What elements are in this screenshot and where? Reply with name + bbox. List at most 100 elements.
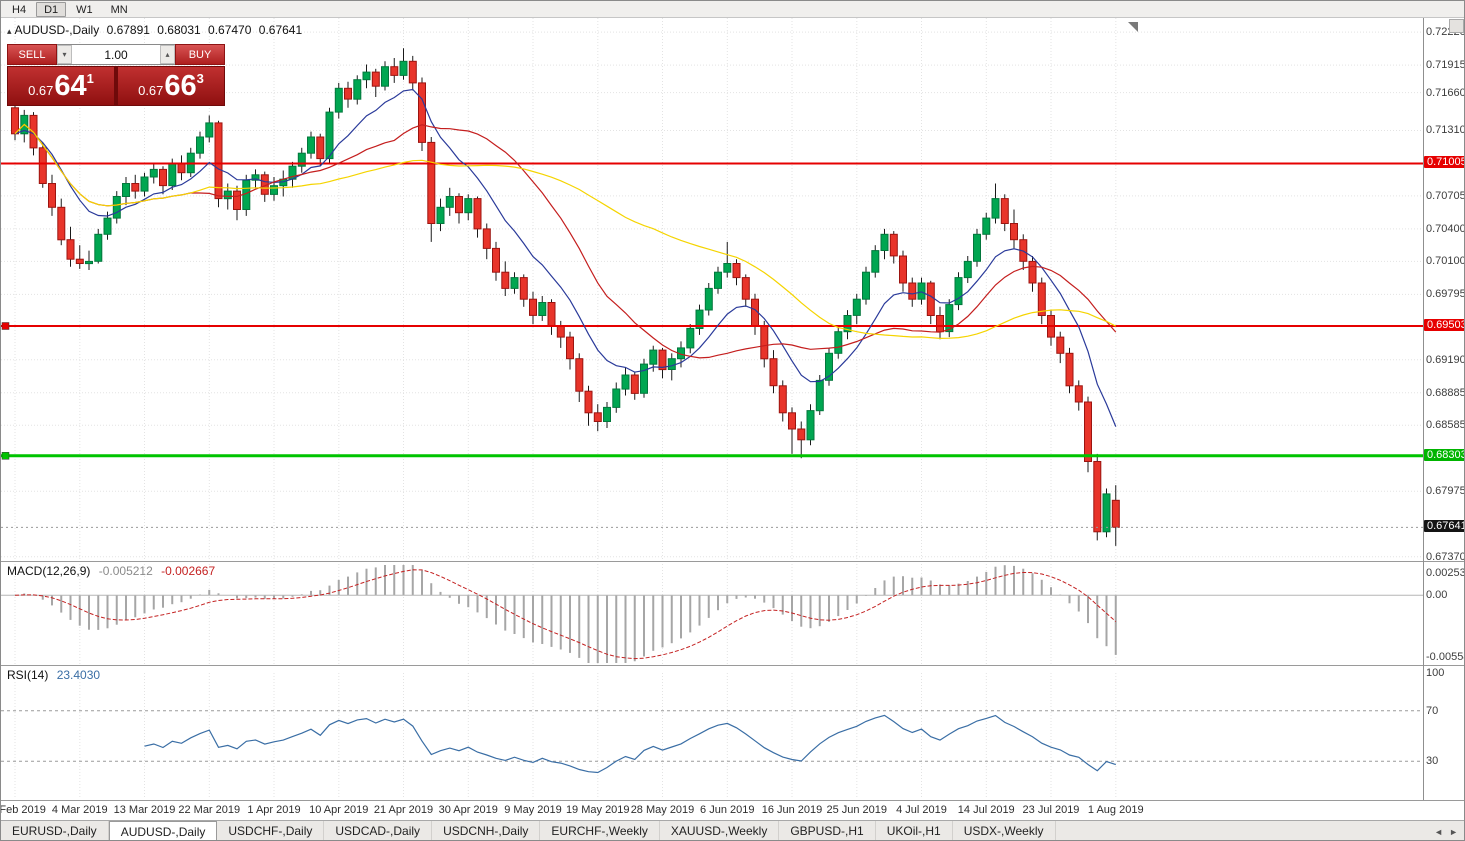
timeframe-button-d1[interactable]: D1 [36, 1, 67, 17]
date-axis-label: 10 Apr 2019 [309, 804, 369, 816]
timeframe-button-mn[interactable]: MN [110, 3, 128, 16]
sell-price-sup: 1 [86, 71, 94, 86]
macd-signal-value: -0.002667 [161, 564, 216, 578]
price-axis-label: 0.69190 [1426, 354, 1465, 366]
date-axis-label: 30 Apr 2019 [438, 804, 498, 816]
hline-price-label: 0.69503 [1424, 319, 1464, 331]
chart-tab-audusd-daily[interactable]: AUDUSD-,Daily [108, 821, 218, 840]
panel-borders [1, 18, 1464, 801]
chart-tab-usdcnh-daily[interactable]: USDCNH-,Daily [432, 821, 541, 840]
buy-price-button[interactable]: 0.67 66 3 [117, 66, 225, 106]
date-axis-label: 21 Apr 2019 [373, 804, 434, 816]
date-axis-label: 16 Jun 2019 [761, 804, 823, 816]
tab-scroll-right-icon[interactable]: ► [1449, 826, 1458, 837]
chart-tab-bar: EURUSD-,Daily AUDUSD-,Daily USDCHF-,Daily U… [1, 820, 1464, 840]
macd-title: MACD(12,26,9) [7, 564, 91, 578]
hline-price-label: 0.68303 [1424, 449, 1464, 461]
macd-indicator-header: MACD(12,26,9) -0.005212 -0.002667 [7, 564, 215, 578]
price-axis-label: 0.67975 [1426, 485, 1465, 497]
rsi-value: 23.4030 [56, 668, 101, 682]
date-axis-label: 9 May 2019 [504, 804, 562, 816]
date-axis-label: 25 Jun 2019 [826, 804, 888, 816]
chart-tab-usdchf-daily[interactable]: USDCHF-,Daily [217, 821, 325, 840]
price-axis-label: 0.70400 [1426, 223, 1465, 235]
date-axis-label: 19 May 2019 [565, 804, 630, 816]
date-axis-label: 4 Mar 2019 [51, 804, 108, 816]
timeframe-button-w1[interactable]: W1 [76, 3, 93, 16]
macd-axis-label: -0.005581 [1426, 651, 1464, 663]
price-axis-label: 0.67370 [1426, 551, 1465, 563]
price-axis-label: 0.70100 [1426, 255, 1465, 267]
rsi-axis-label: 30 [1426, 755, 1439, 767]
ohlc-low: 0.67470 [208, 23, 252, 37]
sell-button[interactable]: SELL [7, 44, 57, 65]
macd-main-value: -0.005212 [98, 564, 153, 578]
ohlc-high: 0.68031 [157, 23, 201, 37]
date-axis-label: 14 Jul 2019 [957, 804, 1015, 816]
macd-axis-label: 0.00 [1426, 589, 1448, 601]
buy-price-sup: 3 [196, 71, 204, 86]
chart-tab-gbpusd-h1[interactable]: GBPUSD-,H1 [779, 821, 876, 840]
rsi-panel[interactable] [1, 710, 1423, 774]
autoscroll-marker-icon[interactable] [1128, 22, 1138, 32]
macd-panel[interactable] [1, 565, 1423, 663]
price-axis-label: 0.71915 [1426, 59, 1465, 71]
date-axis-label: 22 Feb 2019 [0, 804, 46, 816]
grid-lines [1, 18, 1423, 799]
chart-ohlc-header: ▴ AUDUSD-,Daily 0.67891 0.68031 0.67470 0… [7, 23, 306, 37]
price-divider [115, 66, 117, 106]
date-axis-label: 6 Jun 2019 [700, 804, 755, 816]
date-axis-label: 22 Mar 2019 [178, 804, 241, 816]
ma-fast-line [14, 88, 1117, 427]
price-axis-label: 0.69795 [1426, 288, 1465, 300]
tab-scroll-left-icon[interactable]: ◄ [1434, 826, 1444, 837]
price-axis-label: 0.70705 [1426, 190, 1465, 202]
date-axis-label: 23 Jul 2019 [1022, 804, 1080, 816]
scrollbar-button[interactable] [1449, 19, 1464, 33]
rsi-axis-label: 100 [1426, 667, 1445, 679]
ma-mid-line [14, 123, 1117, 359]
sell-price-prefix: 0.67 [28, 82, 54, 98]
one-click-panel-toggle-icon[interactable]: ▴ [7, 26, 12, 36]
price-axis-label: 0.68885 [1426, 387, 1465, 399]
price-chart-panel[interactable] [1, 48, 1423, 546]
hline-price-label: 0.71005 [1424, 156, 1464, 168]
tab-scroll-controls: ◄ ► [1426, 821, 1464, 840]
volume-control: ▾ 1.00 ▴ [57, 44, 175, 65]
sell-price-button[interactable]: 0.67 64 1 [7, 66, 115, 106]
chart-tab-xauusd-weekly[interactable]: XAUUSD-,Weekly [660, 821, 780, 840]
rsi-indicator-header: RSI(14) 23.4030 [7, 668, 100, 682]
sell-price-big: 64 [54, 69, 87, 102]
one-click-trading-panel: SELL ▾ 1.00 ▴ BUY 0.67 64 1 0.67 66 3 [7, 44, 225, 106]
timeframe-button-h4[interactable]: H4 [12, 3, 27, 16]
chart-tab-eurusd-daily[interactable]: EURUSD-,Daily [1, 821, 109, 840]
chart-tab-ukoil-h1[interactable]: UKOil-,H1 [876, 821, 953, 840]
date-axis-label: 1 Aug 2019 [1087, 804, 1144, 816]
date-axis-label: 1 Apr 2019 [247, 804, 301, 816]
price-axis-label: 0.71660 [1426, 87, 1465, 99]
ohlc-close: 0.67641 [258, 23, 303, 37]
ohlc-open: 0.67891 [106, 23, 150, 37]
date-axis-label: 4 Jul 2019 [896, 804, 947, 816]
buy-price-big: 66 [164, 69, 197, 102]
current-price-label: 0.67641 [1424, 520, 1464, 532]
chart-tab-usdx-weekly[interactable]: USDX-,Weekly [953, 821, 1056, 840]
timeframe-toolbar: H4 D1 W1 MN [1, 1, 1464, 18]
chart-tab-usdcad-daily[interactable]: USDCAD-,Daily [324, 821, 433, 840]
macd-signal-line [14, 569, 1117, 660]
volume-decrease-button[interactable]: ▾ [57, 45, 72, 64]
volume-input[interactable]: 1.00 [104, 47, 128, 62]
chart-tab-eurchf-weekly[interactable]: EURCHF-,Weekly [540, 821, 660, 840]
buy-price-prefix: 0.67 [138, 82, 164, 98]
buy-button[interactable]: BUY [175, 44, 225, 65]
volume-increase-button[interactable]: ▴ [160, 45, 175, 64]
price-axis-label: 0.68585 [1426, 419, 1465, 431]
ma-slow-line [14, 123, 1117, 340]
date-axis-label: 28 May 2019 [630, 804, 695, 816]
chart-canvas[interactable] [1, 1, 1465, 801]
rsi-axis-label: 70 [1426, 705, 1439, 717]
rsi-title: RSI(14) [7, 668, 49, 682]
rsi-line [144, 714, 1116, 774]
